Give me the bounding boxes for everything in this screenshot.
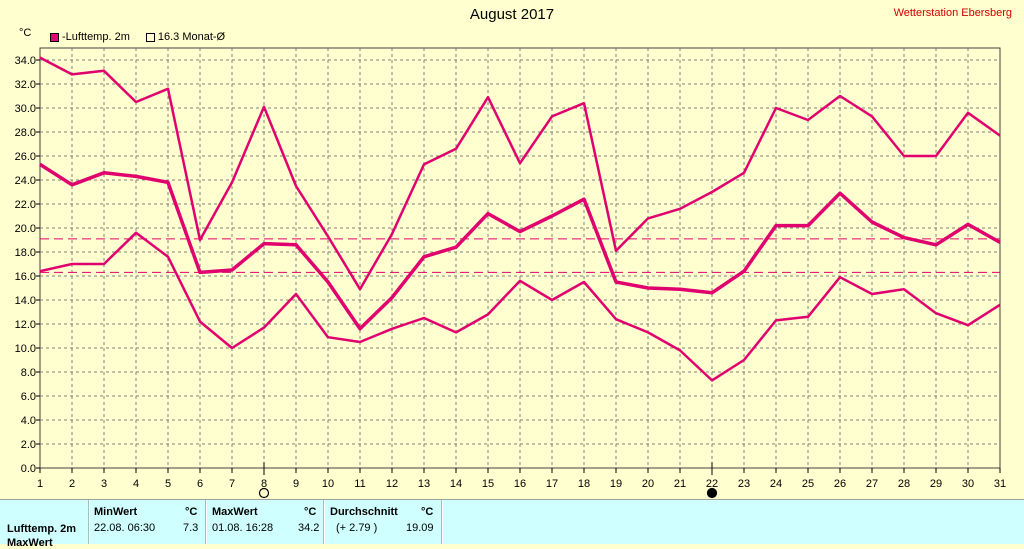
average-swatch [145, 32, 155, 42]
avg-header: Durchschnitt [330, 506, 398, 518]
y-axis-unit: °C [19, 27, 32, 39]
x-tick-label: 20 [642, 478, 654, 490]
full-moon-icon [258, 487, 270, 499]
x-tick-label: 21 [674, 478, 686, 490]
avg-value: 19.09 [406, 522, 434, 534]
x-tick-label: 7 [229, 478, 235, 490]
avg-unit: °C [421, 506, 434, 518]
min-value: 7.3 [183, 522, 199, 534]
x-tick-label: 12 [386, 478, 398, 490]
x-tick-label: 15 [482, 478, 494, 490]
x-tick-label: 6 [197, 478, 203, 490]
y-tick-label: 30.0 [15, 103, 36, 115]
x-tick-label: 10 [322, 478, 334, 490]
row-label: Lufttemp. 2m [7, 523, 77, 535]
row2-label: MaxWert [7, 537, 53, 549]
statistics-panel: MinWert °C MaxWert °C Durchschnitt °C Lu… [0, 499, 1024, 549]
y-tick-label: 28.0 [15, 127, 36, 139]
new-moon-icon [706, 487, 718, 499]
x-tick-label: 14 [450, 478, 462, 490]
x-tick-label: 16 [514, 478, 526, 490]
x-tick-label: 1 [37, 478, 43, 490]
series-swatch [50, 32, 59, 42]
y-tick-label: 22.0 [15, 199, 36, 211]
max-value: 34.2 [298, 522, 320, 534]
min-header: MinWert [94, 506, 138, 518]
x-tick-label: 2 [69, 478, 75, 490]
y-tick-label: 0.0 [21, 463, 36, 475]
station-name: Wetterstation Ebersberg [893, 7, 1012, 19]
series-line-avg [39, 162, 1001, 331]
x-tick-label: 24 [770, 478, 782, 490]
x-tick-label: 22 [706, 478, 718, 490]
min-timestamp: 22.08. 06:30 [94, 522, 156, 534]
x-tick-label: 26 [834, 478, 846, 490]
x-tick-label: 31 [994, 478, 1006, 490]
x-tick-label: 4 [133, 478, 139, 490]
y-tick-label: 6.0 [21, 391, 36, 403]
min-unit: °C [185, 506, 198, 518]
x-tick-label: 9 [293, 478, 299, 490]
y-tick-label: 10.0 [15, 343, 36, 355]
x-tick-label: 28 [898, 478, 910, 490]
max-unit: °C [304, 506, 317, 518]
x-tick-label: 19 [610, 478, 622, 490]
legend-average-label: 16.3 Monat-Ø [157, 31, 226, 43]
avg-difference: (+ 2.79 ) [336, 522, 378, 534]
y-tick-label: 34.0 [15, 55, 36, 67]
y-tick-label: 24.0 [15, 175, 36, 187]
max-timestamp: 01.08. 16:28 [212, 522, 274, 534]
x-tick-label: 13 [418, 478, 430, 490]
x-tick-label: 23 [738, 478, 750, 490]
y-tick-label: 14.0 [15, 295, 36, 307]
y-tick-label: 26.0 [15, 151, 36, 163]
x-tick-label: 29 [930, 478, 942, 490]
y-tick-label: 8.0 [21, 367, 36, 379]
legend: -Lufttemp. 2m 16.3 Monat-Ø [50, 31, 225, 43]
x-tick-label: 17 [546, 478, 558, 490]
x-tick-label: 11 [354, 478, 365, 490]
x-tick-label: 30 [962, 478, 974, 490]
y-tick-label: 16.0 [15, 271, 36, 283]
temperature-chart: 0.0 2.0 4.0 6.0 8.0 10.0 12.0 14.0 16.0 18.0 20.0 2… [15, 47, 1006, 499]
y-tick-label: 32.0 [15, 79, 36, 91]
legend-series-label: -Lufttemp. 2m [62, 31, 130, 43]
x-tick-label: 27 [866, 478, 878, 490]
series-line-max [39, 56, 1001, 291]
y-tick-label: 18.0 [15, 247, 36, 259]
y-tick-label: 12.0 [15, 319, 36, 331]
max-header: MaxWert [212, 506, 258, 518]
x-tick-label: 5 [165, 478, 171, 490]
x-tick-label: 18 [578, 478, 590, 490]
x-tick-label: 8 [261, 478, 267, 490]
series-line-min [39, 231, 1001, 382]
chart-title: August 2017 [469, 6, 555, 23]
y-tick-label: 4.0 [21, 415, 36, 427]
x-tick-label: 25 [802, 478, 814, 490]
y-tick-label: 20.0 [15, 223, 36, 235]
x-tick-label: 3 [101, 478, 107, 490]
y-tick-label: 2.0 [21, 439, 36, 451]
